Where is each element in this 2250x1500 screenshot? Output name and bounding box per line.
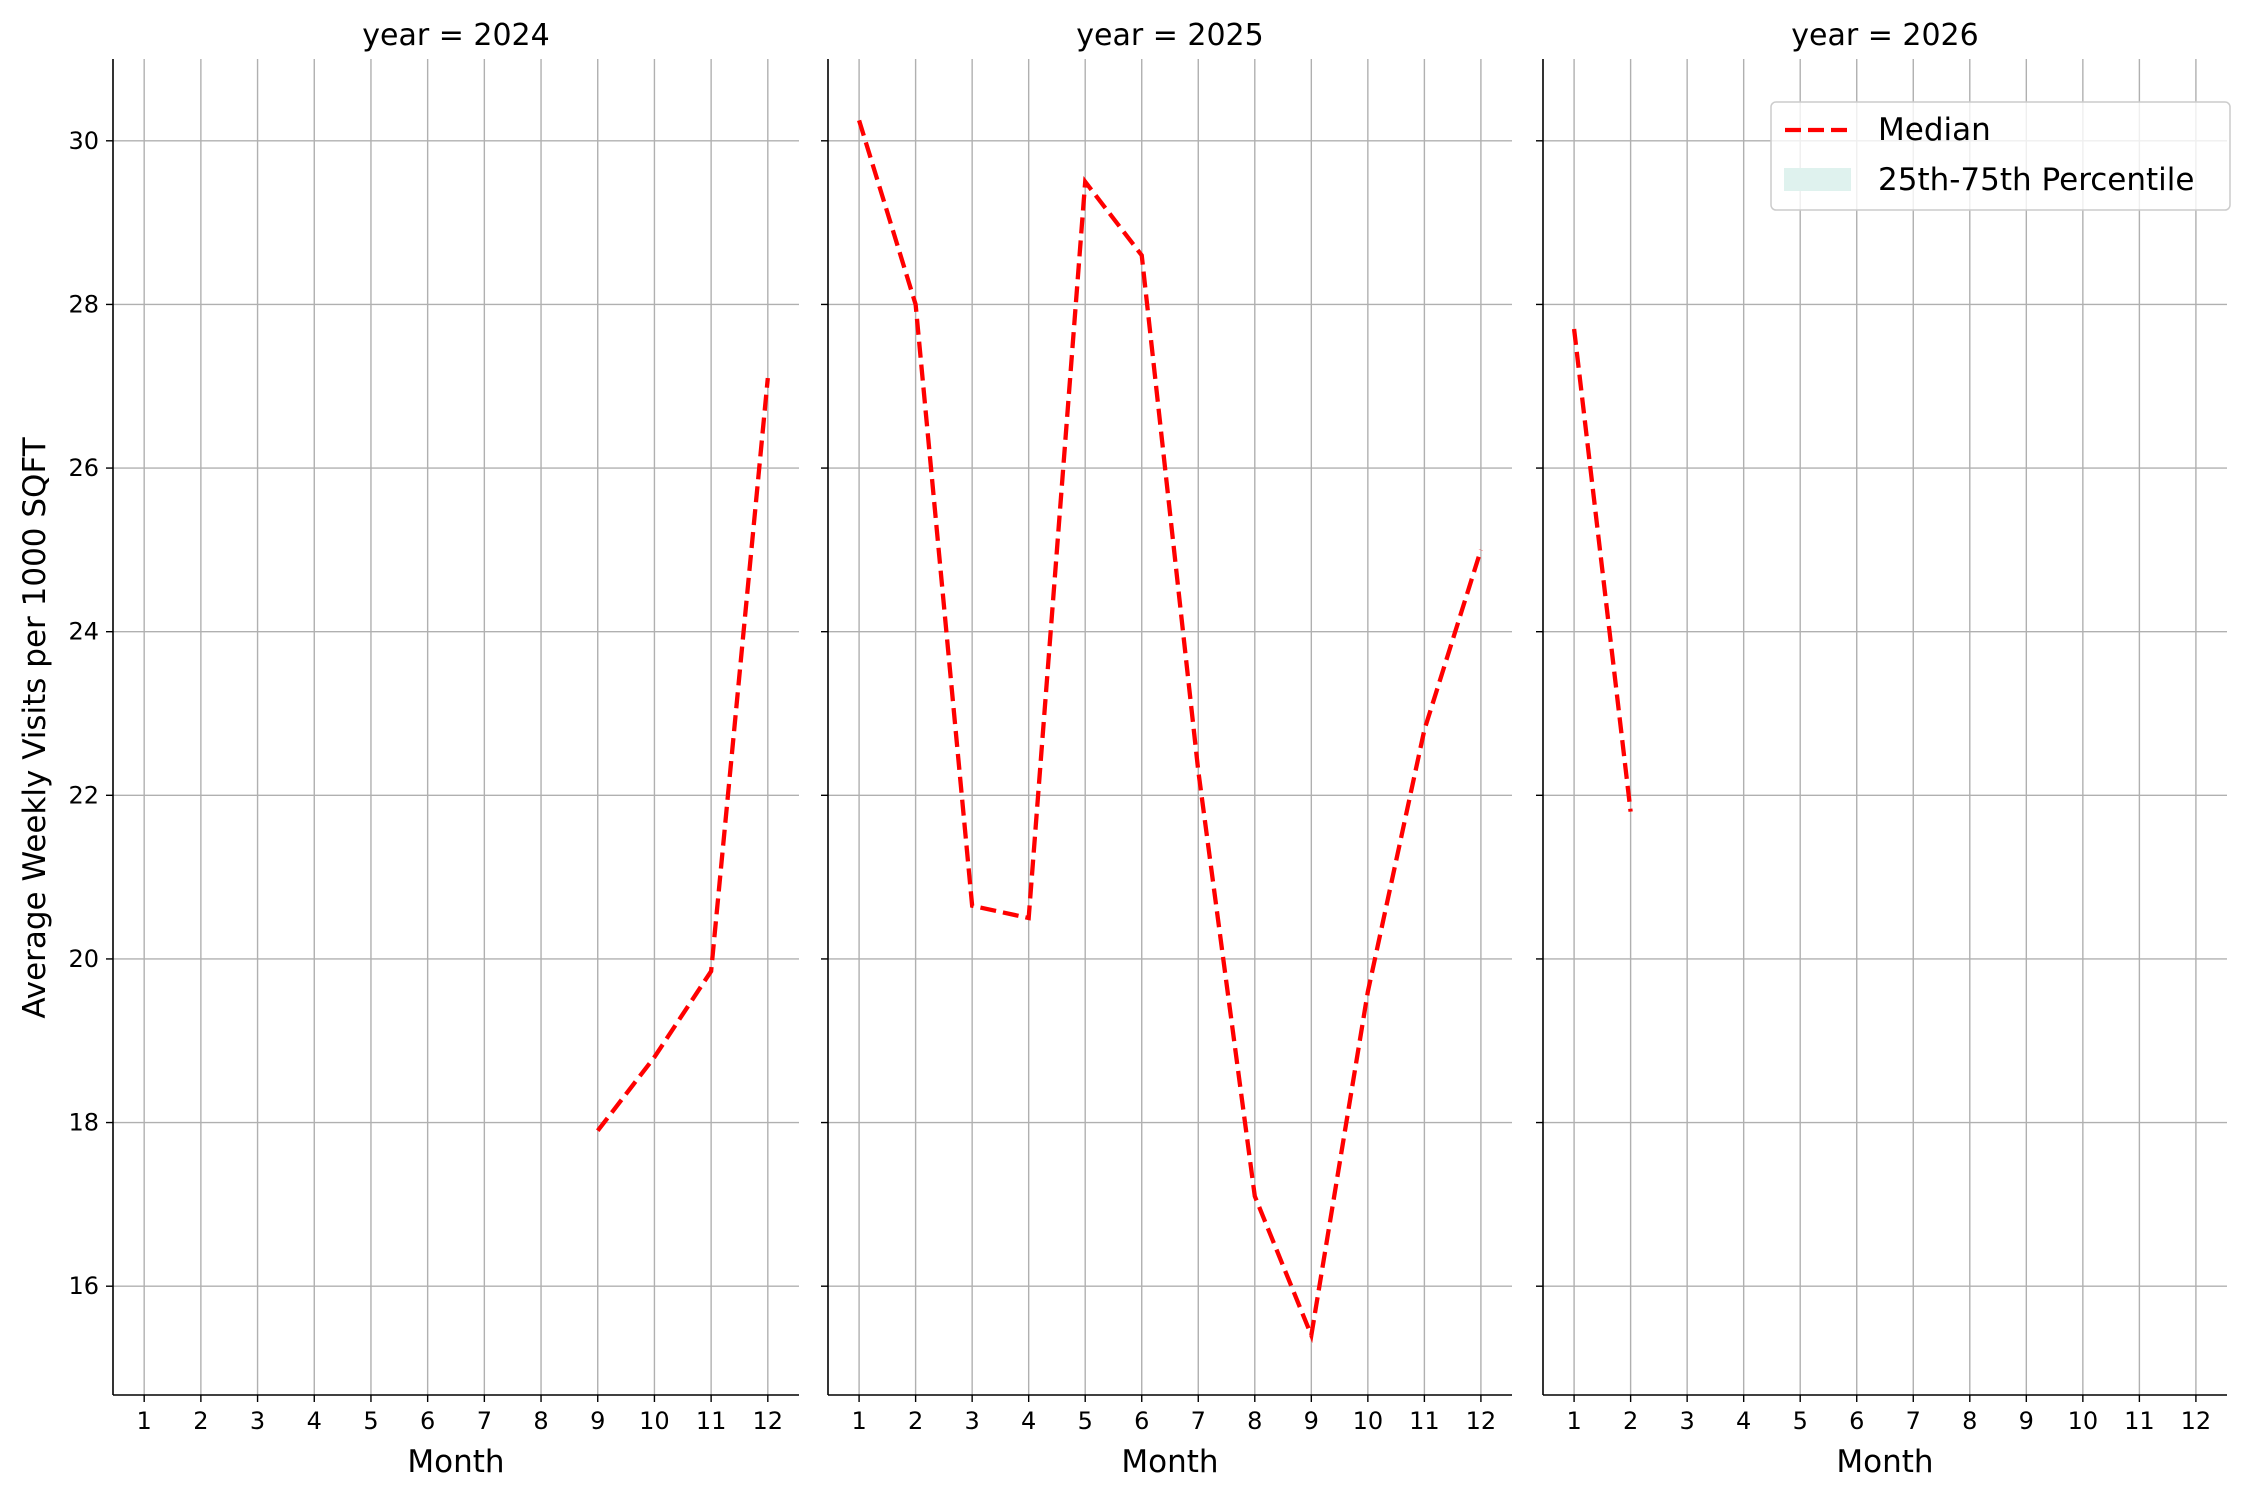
- x-tick-label: 10: [639, 1407, 670, 1435]
- x-tick-label: 7: [1191, 1407, 1206, 1435]
- x-axis-label: Month: [1121, 1444, 1218, 1480]
- x-tick-label: 10: [2068, 1407, 2099, 1435]
- y-tick-label: 18: [68, 1109, 99, 1137]
- x-tick-label: 6: [1134, 1407, 1149, 1435]
- x-tick-label: 12: [1466, 1407, 1497, 1435]
- legend: Median 25th-75th Percentile: [1770, 101, 2231, 211]
- median-line: [857, 119, 1483, 1344]
- x-tick-label: 7: [477, 1407, 492, 1435]
- x-tick-label: 6: [420, 1407, 435, 1435]
- x-tick-label: 9: [2019, 1407, 2034, 1435]
- x-tick-label: 4: [1736, 1407, 1751, 1435]
- x-tick-label: 2: [1623, 1407, 1638, 1435]
- x-tick-label: 2: [908, 1407, 923, 1435]
- x-tick-label: 5: [1078, 1407, 1093, 1435]
- x-tick-label: 7: [1906, 1407, 1921, 1435]
- x-tick-label: 9: [1304, 1407, 1319, 1435]
- x-tick-label: 12: [753, 1407, 784, 1435]
- x-tick-label: 3: [1680, 1407, 1695, 1435]
- x-tick-label: 12: [2181, 1407, 2212, 1435]
- y-tick-label: 20: [68, 945, 99, 973]
- x-tick-label: 11: [1409, 1407, 1440, 1435]
- x-tick-label: 5: [363, 1407, 378, 1435]
- x-tick-label: 1: [1566, 1407, 1581, 1435]
- x-tick-label: 3: [965, 1407, 980, 1435]
- x-tick-label: 9: [590, 1407, 605, 1435]
- x-axis-label: Month: [407, 1444, 504, 1480]
- x-tick-label: 3: [250, 1407, 265, 1435]
- x-tick-label: 8: [533, 1407, 548, 1435]
- y-tick-label: 22: [68, 781, 99, 809]
- x-tick-label: 8: [1962, 1407, 1977, 1435]
- panel-title: year = 2024: [362, 18, 550, 53]
- median-line: [1571, 328, 1633, 812]
- panel-title: year = 2026: [1791, 18, 1979, 53]
- x-axis-label: Month: [1836, 1444, 1933, 1480]
- y-tick-label: 28: [68, 290, 99, 318]
- y-tick-label: 30: [68, 127, 99, 155]
- legend-percentile-swatch: [1784, 168, 1851, 191]
- x-tick-label: 6: [1849, 1407, 1864, 1435]
- x-tick-label: 2: [193, 1407, 208, 1435]
- x-tick-label: 8: [1247, 1407, 1262, 1435]
- panel-title: year = 2025: [1076, 18, 1264, 53]
- x-tick-label: 10: [1353, 1407, 1384, 1435]
- x-tick-label: 11: [696, 1407, 727, 1435]
- x-tick-label: 11: [2124, 1407, 2155, 1435]
- y-tick-label: 24: [68, 618, 99, 646]
- y-axis-label: Average Weekly Visits per 1000 SQFT: [17, 436, 53, 1018]
- x-tick-label: 5: [1793, 1407, 1808, 1435]
- legend-frame: [1770, 101, 2231, 211]
- y-tick-label: 16: [68, 1272, 99, 1300]
- legend-label-percentile: 25th-75th Percentile: [1878, 162, 2194, 198]
- x-tick-label: 4: [1021, 1407, 1036, 1435]
- x-tick-label: 4: [307, 1407, 322, 1435]
- y-tick-label: 26: [68, 454, 99, 482]
- median-line: [596, 377, 770, 1133]
- x-tick-label: 1: [851, 1407, 866, 1435]
- legend-label-median: Median: [1878, 112, 1991, 148]
- x-tick-label: 1: [137, 1407, 152, 1435]
